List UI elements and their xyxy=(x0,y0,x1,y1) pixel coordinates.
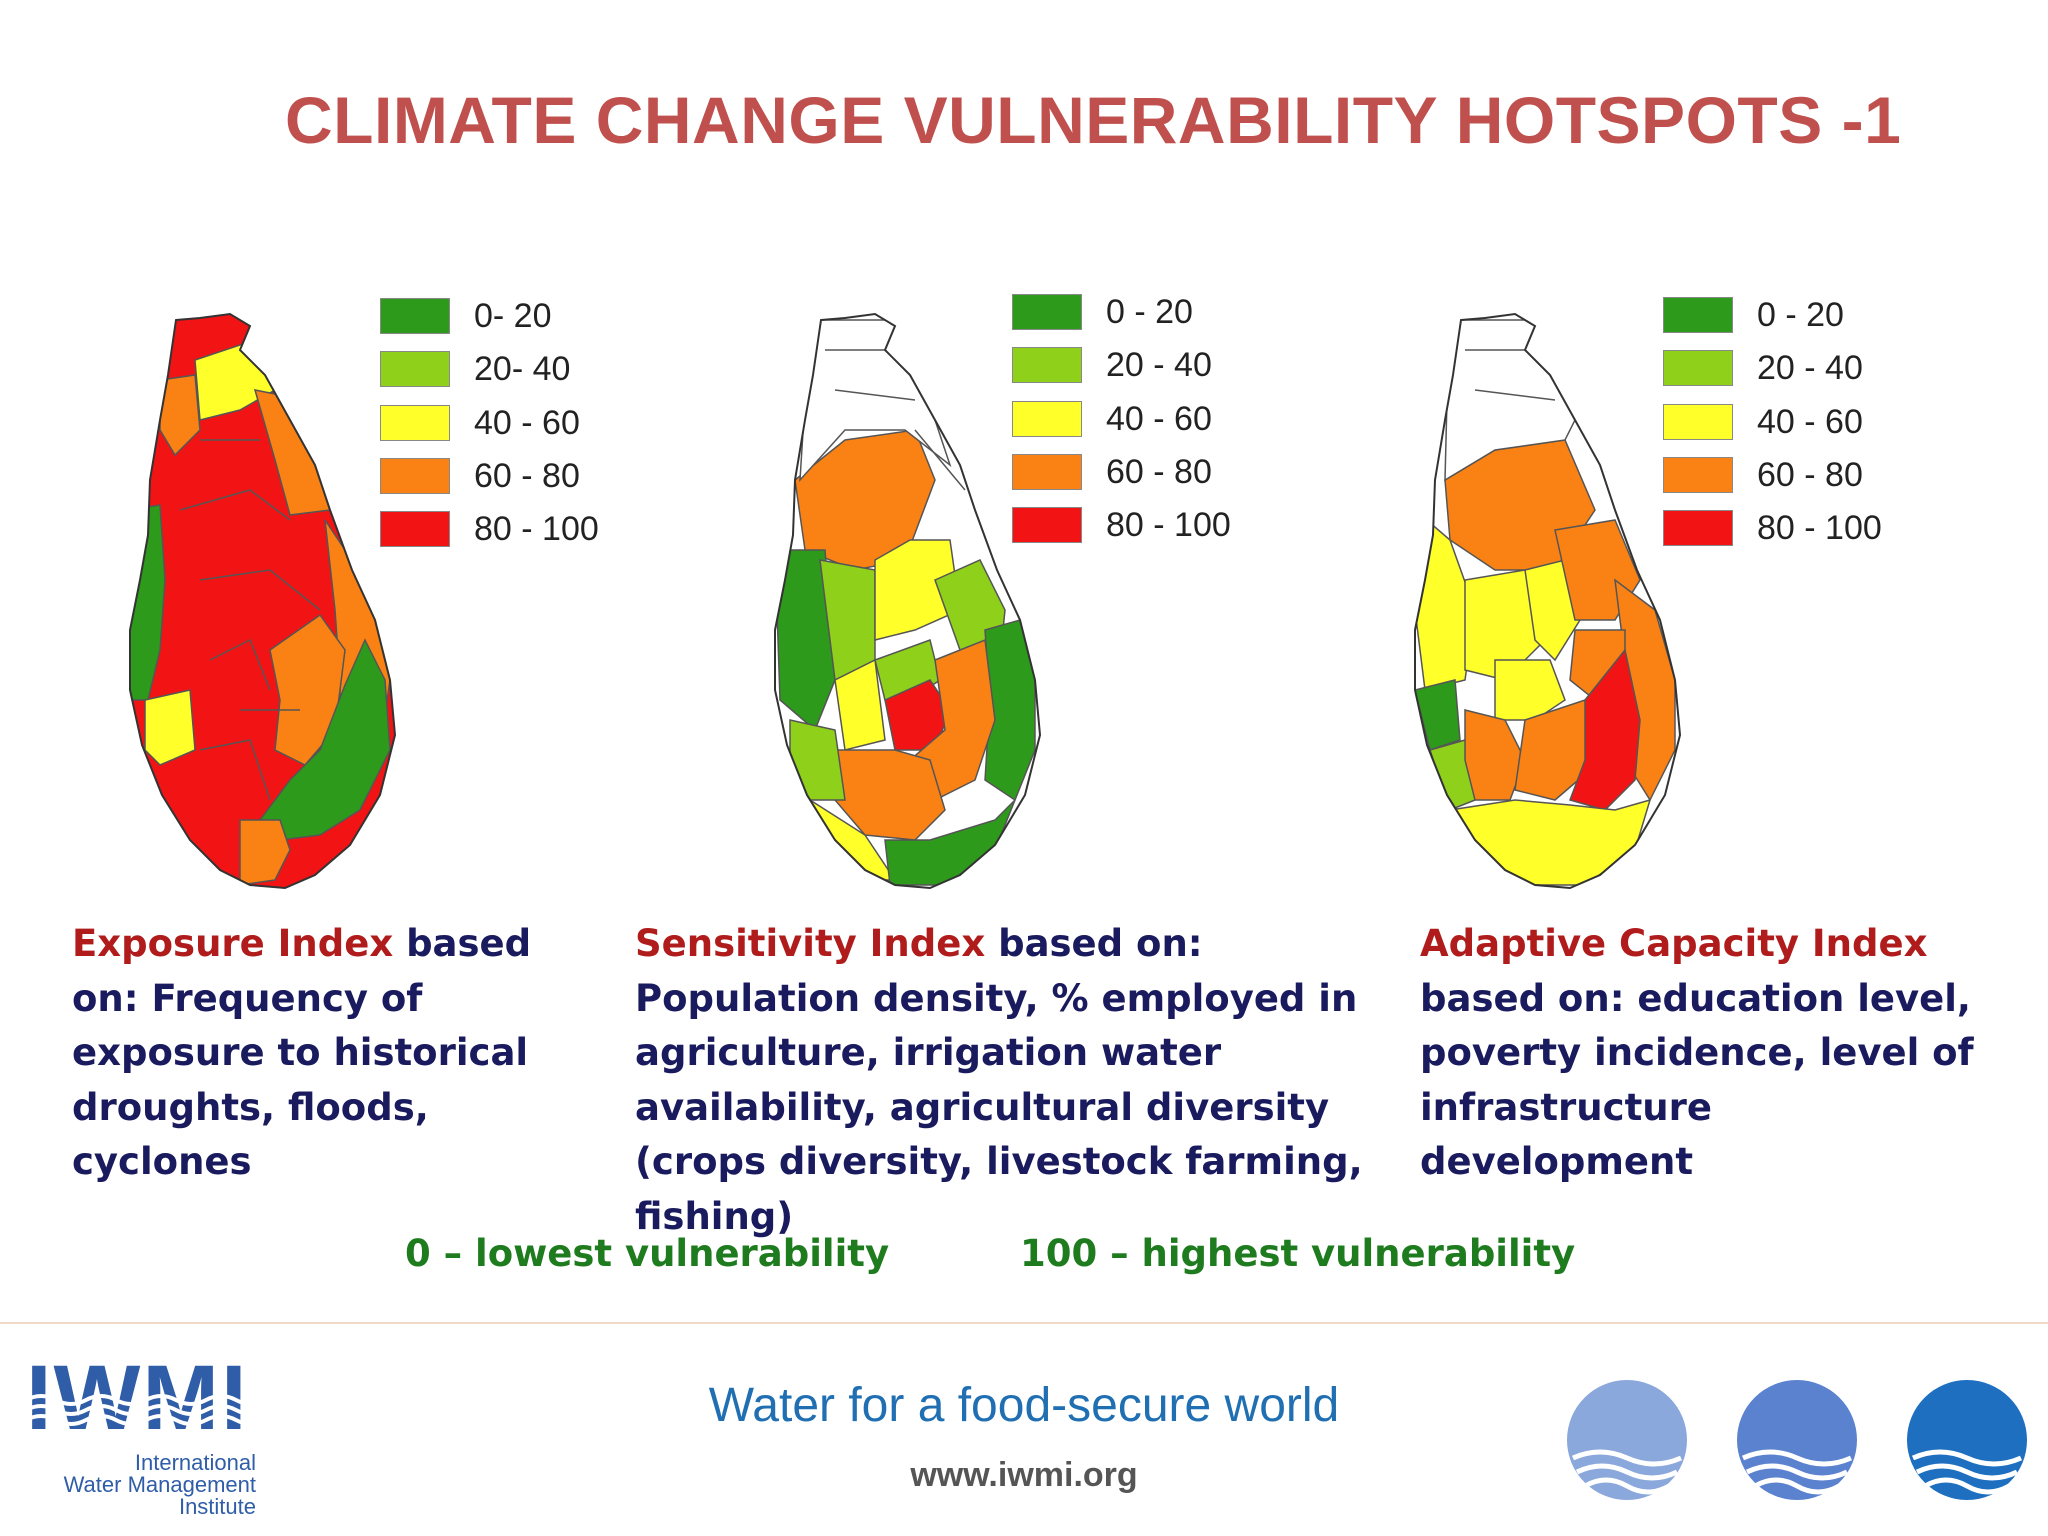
footer-divider xyxy=(0,1322,2048,1324)
legend-item: 80 - 100 xyxy=(380,507,599,551)
legend-label: 0 - 20 xyxy=(1106,292,1193,331)
logo-subtitle-line-2: Water Management xyxy=(63,1472,256,1497)
legend-swatch xyxy=(1012,454,1082,490)
legend-label: 0- 20 xyxy=(474,296,552,335)
legend-item: 40 - 60 xyxy=(1663,400,1863,444)
legend-swatch xyxy=(380,511,450,547)
legend-swatch xyxy=(380,405,450,441)
legend-item: 40 - 60 xyxy=(1012,397,1212,441)
legend-item: 60 - 80 xyxy=(380,454,580,498)
legend-label: 40 - 60 xyxy=(1757,402,1863,441)
sensitivity-description: Sensitivity Index based on: Population d… xyxy=(635,917,1395,1244)
legend-swatch xyxy=(1663,350,1733,386)
legend-swatch xyxy=(1012,347,1082,383)
sensitivity-legend: 0 - 20 20 - 40 40 - 60 60 - 80 80 - 100 xyxy=(1012,290,1252,544)
legend-label: 80 - 100 xyxy=(1106,505,1231,544)
adaptive-capacity-map-panel xyxy=(1375,280,1755,900)
legend-label: 60 - 80 xyxy=(1106,452,1212,491)
legend-label: 40 - 60 xyxy=(1106,399,1212,438)
logo-waves-icon xyxy=(26,1394,256,1426)
logo-subtitle-line-3: Institute xyxy=(178,1494,256,1519)
adaptive-capacity-index-basis: based on: education level, poverty incid… xyxy=(1420,976,1974,1184)
legend-item: 20- 40 xyxy=(380,347,570,391)
legend-label: 80 - 100 xyxy=(1757,508,1882,547)
adaptive-capacity-legend: 0 - 20 20 - 40 40 - 60 60 - 80 80 - 100 xyxy=(1663,293,1903,547)
iwmi-logo: IWMI International Water Management Inst… xyxy=(26,1352,256,1519)
legend-label: 40 - 60 xyxy=(474,403,580,442)
legend-swatch xyxy=(380,458,450,494)
legend-item: 0 - 20 xyxy=(1663,293,1844,337)
exposure-index-name: Exposure Index xyxy=(72,922,394,965)
sensitivity-index-basis: based on: Population density, % employed… xyxy=(635,922,1363,1238)
legend-swatch xyxy=(1663,457,1733,493)
legend-label: 20- 40 xyxy=(474,349,571,388)
legend-label: 60 - 80 xyxy=(1757,455,1863,494)
logo-subtitle-line-1: International xyxy=(134,1450,256,1475)
legend-item: 20 - 40 xyxy=(1012,343,1212,387)
legend-swatch xyxy=(380,351,450,387)
scale-high-note: 100 – highest vulnerability xyxy=(1020,1232,1576,1275)
legend-item: 40 - 60 xyxy=(380,401,580,445)
legend-swatch xyxy=(1012,401,1082,437)
legend-swatch xyxy=(1663,404,1733,440)
legend-swatch xyxy=(380,298,450,334)
legend-item: 60 - 80 xyxy=(1663,453,1863,497)
legend-item: 0 - 20 xyxy=(1012,290,1193,334)
legend-item: 60 - 80 xyxy=(1012,450,1212,494)
exposure-description: Exposure Index based on: Frequency of ex… xyxy=(72,917,592,1190)
legend-swatch xyxy=(1012,294,1082,330)
tagline: Water for a food-secure world xyxy=(708,1379,1340,1432)
legend-item: 20 - 40 xyxy=(1663,346,1863,390)
website-link[interactable]: www.iwmi.org xyxy=(910,1456,1138,1494)
scale-low-note: 0 – lowest vulnerability xyxy=(405,1232,890,1275)
legend-item: 0- 20 xyxy=(380,294,552,338)
sensitivity-index-name: Sensitivity Index xyxy=(635,922,986,965)
water-drop-light-icon xyxy=(1567,1380,1687,1500)
legend-label: 20 - 40 xyxy=(1757,348,1863,387)
legend-swatch xyxy=(1663,510,1733,546)
exposure-map xyxy=(129,312,397,890)
legend-item: 80 - 100 xyxy=(1663,506,1882,550)
adaptive-capacity-index-name: Adaptive Capacity Index xyxy=(1420,922,1928,965)
legend-label: 20 - 40 xyxy=(1106,345,1212,384)
legend-item: 80 - 100 xyxy=(1012,503,1231,547)
exposure-legend: 0- 20 20- 40 40 - 60 60 - 80 80 - 100 xyxy=(380,294,620,548)
legend-swatch xyxy=(1663,297,1733,333)
legend-label: 80 - 100 xyxy=(474,509,599,548)
exposure-map-panel xyxy=(90,280,470,900)
slide-title: CLIMATE CHANGE VULNERABILITY HOTSPOTS -1 xyxy=(285,83,1902,157)
adaptive-capacity-map xyxy=(1414,312,1682,890)
adaptive-capacity-description: Adaptive Capacity Index based on: educat… xyxy=(1420,917,1980,1190)
water-drop-medium-icon xyxy=(1737,1380,1857,1500)
sensitivity-map xyxy=(774,312,1042,890)
exposure-index-basis: based on: Frequency of exposure to histo… xyxy=(72,922,532,1183)
sensitivity-map-panel xyxy=(735,280,1115,900)
legend-label: 0 - 20 xyxy=(1757,295,1844,334)
legend-swatch xyxy=(1012,507,1082,543)
water-drop-dark-icon xyxy=(1907,1380,2027,1500)
legend-label: 60 - 80 xyxy=(474,456,580,495)
